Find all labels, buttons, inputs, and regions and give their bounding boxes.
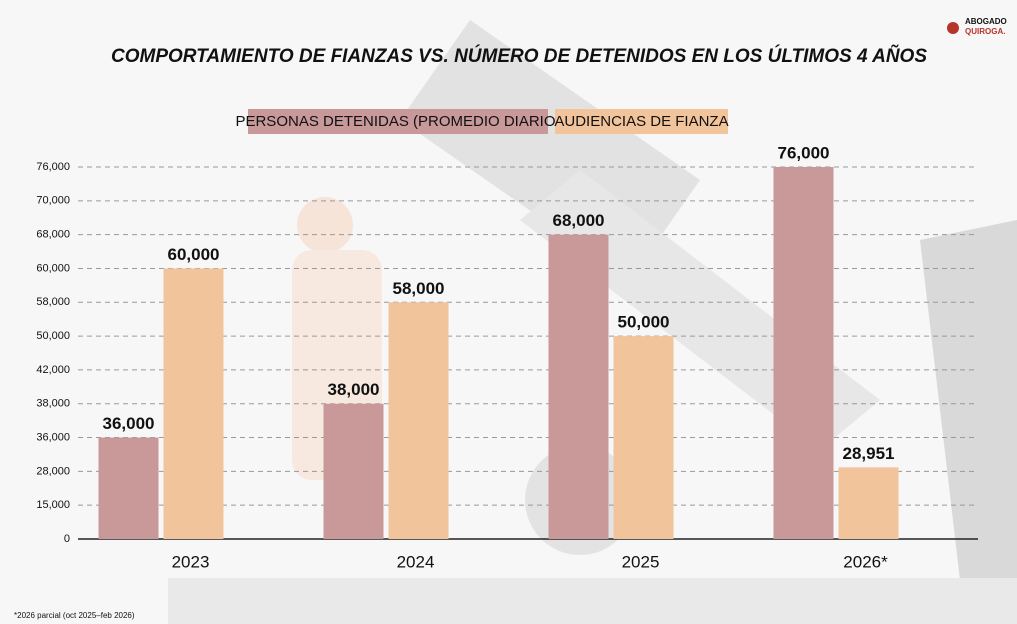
- value-label: 60,000: [168, 245, 220, 264]
- y-tick-label: 58,000: [36, 296, 70, 308]
- y-tick-label: 42,000: [36, 364, 70, 376]
- bar: [323, 403, 384, 539]
- y-tick-label: 60,000: [36, 262, 70, 274]
- bar: [773, 167, 834, 539]
- logo-text: ABOGADO: [965, 17, 1007, 26]
- y-tick-label: 15,000: [36, 499, 70, 511]
- value-label: 58,000: [393, 279, 445, 298]
- legend-label: PERSONAS DETENIDAS (PROMEDIO DIARIO): [235, 113, 560, 130]
- bar: [613, 336, 674, 539]
- y-tick-label: 50,000: [36, 330, 70, 342]
- x-tick-label: 2025: [622, 552, 660, 571]
- legend-swatch: [555, 109, 728, 134]
- y-tick-label: 68,000: [36, 229, 70, 241]
- value-label: 50,000: [618, 313, 670, 332]
- bar: [163, 268, 224, 539]
- y-tick-label: 38,000: [36, 398, 70, 410]
- value-label: 36,000: [103, 414, 155, 433]
- bar: [548, 234, 609, 540]
- value-label: 28,951: [843, 444, 895, 463]
- y-tick-label: 76,000: [36, 161, 70, 173]
- value-label: 38,000: [328, 380, 380, 399]
- bar: [838, 467, 899, 539]
- legend-label: AUDIENCIAS DE FIANZA: [554, 113, 728, 130]
- bar: [388, 302, 449, 539]
- x-tick-label: 2023: [172, 552, 210, 571]
- footnote: *2026 parcial (oct 2025–feb 2026): [14, 611, 135, 620]
- value-label: 68,000: [553, 211, 605, 230]
- y-tick-label: 0: [64, 533, 70, 545]
- logo-text: QUIROGA.: [965, 27, 1005, 36]
- chart-title: COMPORTAMIENTO DE FIANZAS VS. NÚMERO DE …: [111, 45, 927, 67]
- y-tick-label: 28,000: [36, 465, 70, 477]
- x-tick-label: 2024: [397, 552, 435, 571]
- bar: [98, 437, 159, 539]
- y-tick-label: 36,000: [36, 431, 70, 443]
- legend-swatch: [248, 109, 548, 134]
- value-label: 76,000: [778, 143, 830, 162]
- x-tick-label: 2026*: [843, 552, 888, 571]
- logo: ABOGADO QUIROGA.: [947, 17, 1007, 36]
- y-tick-label: 70,000: [36, 195, 70, 207]
